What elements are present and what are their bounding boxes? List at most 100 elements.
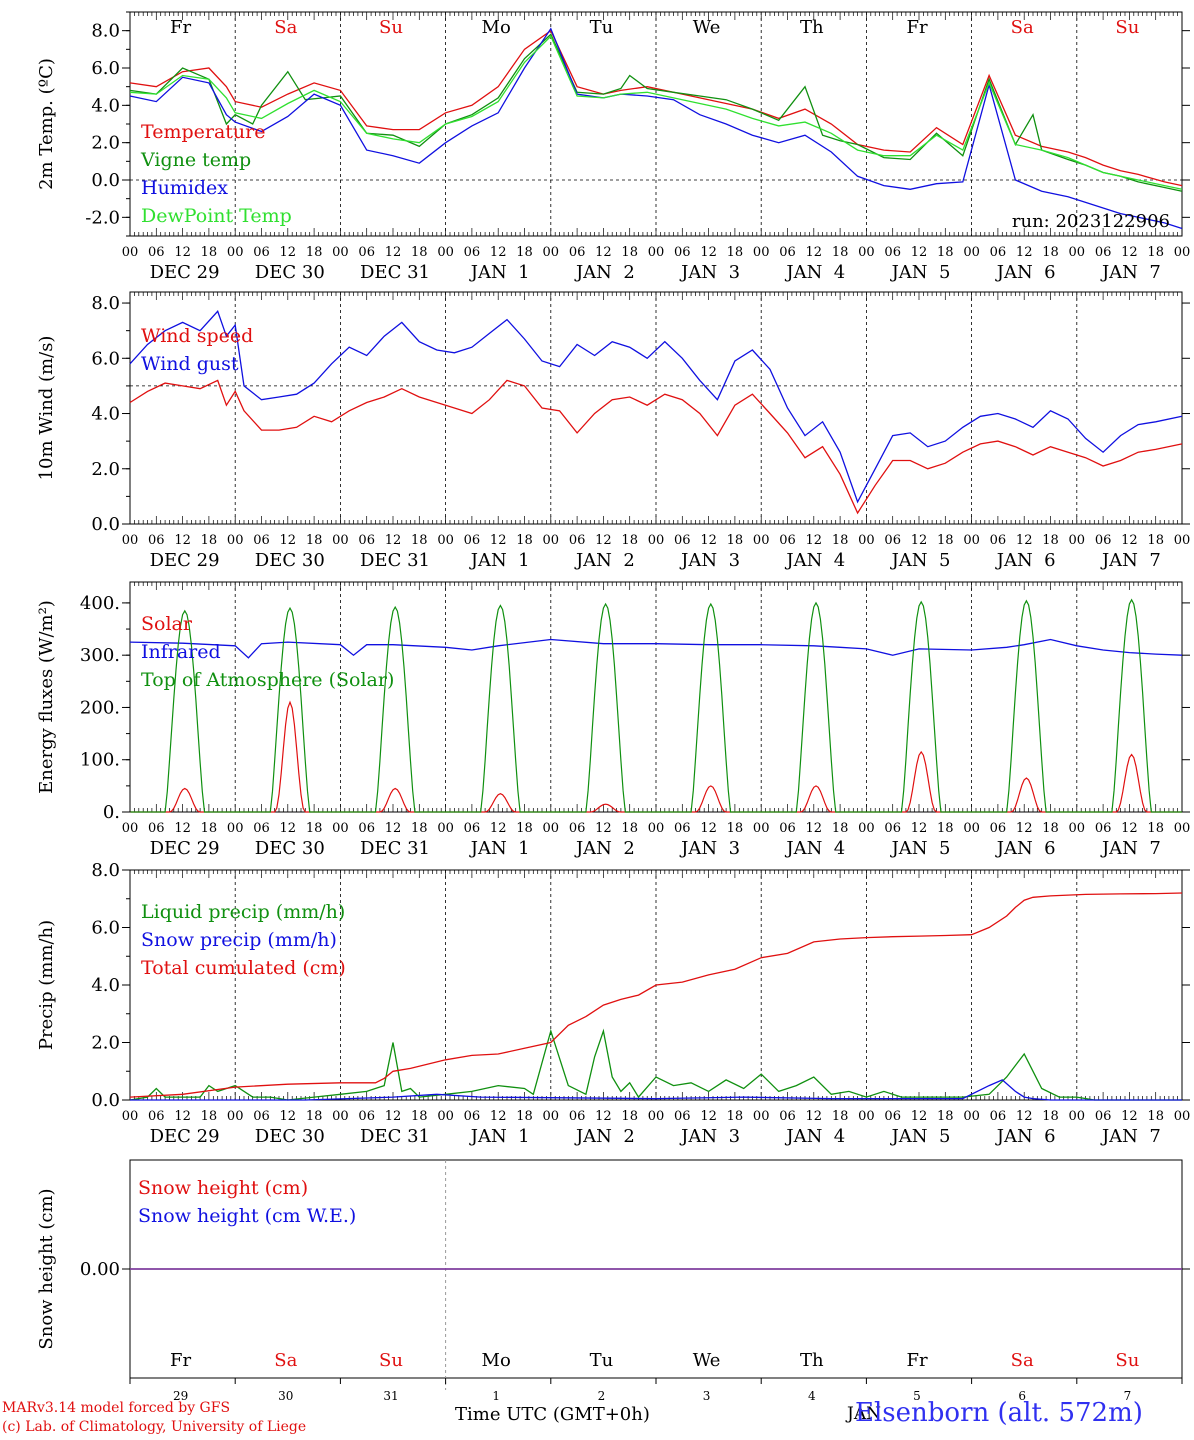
x-hour-label: 12: [700, 533, 717, 548]
x-hour-label: 12: [1121, 1109, 1138, 1124]
x-hour-label: 00: [332, 1109, 349, 1124]
day-number-label: 3: [703, 1389, 711, 1403]
x-hour-label: 18: [201, 821, 218, 836]
x-hour-label: 06: [990, 1109, 1007, 1124]
x-date-label: JAN 5: [890, 262, 951, 283]
x-hour-label: 12: [1121, 245, 1138, 260]
day-name-label: Su: [1115, 17, 1139, 38]
x-hour-label: 18: [306, 821, 323, 836]
x-hour-label: 00: [1069, 1109, 1086, 1124]
x-hour-label: 00: [122, 821, 139, 836]
x-hour-label: 18: [1147, 821, 1164, 836]
day-name-label: Th: [800, 1350, 824, 1371]
x-date-label: JAN 3: [679, 838, 740, 859]
y-axis-label: Energy fluxes (W/m²): [36, 600, 57, 794]
day-name-label: Mo: [482, 1350, 511, 1371]
x-hour-label: 12: [911, 245, 928, 260]
x-hour-label: 18: [411, 821, 428, 836]
day-number-label: 5: [913, 1389, 921, 1403]
series-line-1-0: [129, 379, 1183, 515]
x-date-label: JAN 4: [784, 550, 845, 571]
x-date-label: DEC 31: [360, 262, 430, 283]
x-hour-label: 00: [963, 1109, 980, 1124]
x-hour-label: 00: [437, 821, 454, 836]
x-hour-label: 12: [385, 821, 402, 836]
x-hour-label: 18: [411, 245, 428, 260]
x-tick-marks: [129, 292, 1183, 524]
day-number-label: 7: [1124, 1389, 1132, 1403]
x-hour-label: 06: [990, 821, 1007, 836]
y-tick-label: 8.0: [91, 860, 120, 881]
x-date-label: JAN 4: [784, 1126, 845, 1147]
legend-entry: Solar: [141, 613, 193, 635]
y-tick-label: 8.0: [91, 21, 120, 42]
x-date-label: JAN 1: [469, 550, 530, 571]
x-hour-label: 06: [253, 533, 270, 548]
x-tick-marks: [129, 12, 1183, 236]
x-date-label: JAN 3: [679, 262, 740, 283]
legend-entry: Top of Atmosphere (Solar): [141, 669, 394, 691]
station-label: Elsenborn (alt. 572m): [855, 1398, 1143, 1428]
x-hour-label: 00: [858, 533, 875, 548]
x-hour-label: 00: [858, 821, 875, 836]
x-hour-label: 12: [1121, 533, 1138, 548]
x-hour-label: 00: [648, 533, 665, 548]
x-hour-label: 18: [937, 533, 954, 548]
x-date-label: JAN 3: [679, 1126, 740, 1147]
day-name-label: Fr: [906, 17, 927, 38]
legend-entry: Snow height (cm W.E.): [138, 1205, 356, 1227]
x-hour-label: 00: [437, 245, 454, 260]
x-date-label: DEC 29: [150, 838, 220, 859]
x-hour-label: 00: [963, 821, 980, 836]
x-hour-label: 06: [1095, 245, 1112, 260]
series-line-0-1: [129, 33, 1183, 192]
day-name-label: Sa: [1011, 17, 1034, 38]
legend-entry: Temperature: [141, 121, 265, 143]
x-hour-label: 12: [595, 533, 612, 548]
x-hour-label: 18: [306, 533, 323, 548]
x-hour-label: 00: [543, 533, 560, 548]
x-date-label: DEC 30: [255, 838, 325, 859]
day-name-label: Sa: [1011, 1350, 1034, 1371]
day-name-label: Fr: [170, 1350, 191, 1371]
x-hour-label: 12: [280, 245, 297, 260]
x-hour-label: 06: [674, 821, 691, 836]
x-hour-label: 06: [253, 821, 270, 836]
x-tick-marks: [129, 582, 1183, 812]
x-hour-label: 00: [332, 245, 349, 260]
x-date-label: DEC 30: [255, 262, 325, 283]
x-hour-label: 06: [674, 245, 691, 260]
x-date-label: JAN 2: [574, 838, 635, 859]
x-hour-label: 12: [595, 1109, 612, 1124]
x-hour-label: 18: [201, 245, 218, 260]
y-tick-label: 2.0: [91, 1033, 120, 1054]
x-hour-label: 18: [201, 1109, 218, 1124]
x-hour-label: 18: [1042, 533, 1059, 548]
x-hour-label: 12: [174, 245, 191, 260]
day-name-label: Tu: [590, 1350, 614, 1371]
legend-entry: Wind speed: [141, 325, 253, 347]
x-hour-label: 18: [1042, 821, 1059, 836]
x-hour-label: 18: [727, 821, 744, 836]
x-date-label: JAN 7: [1100, 1126, 1161, 1147]
x-date-label: DEC 29: [150, 262, 220, 283]
x-hour-label: 00: [1174, 1109, 1191, 1124]
day-number-label: 2: [598, 1389, 606, 1403]
series-line-3-1: [130, 1079, 1182, 1101]
day-name-label: Mo: [482, 17, 511, 38]
x-hour-label: 06: [779, 533, 796, 548]
x-hour-label: 00: [753, 533, 770, 548]
x-hour-label: 06: [1095, 1109, 1112, 1124]
x-hour-label: 00: [1069, 533, 1086, 548]
series-line-3-0: [129, 1028, 1182, 1101]
day-number-label: 1: [492, 1389, 500, 1403]
x-hour-label: 06: [884, 245, 901, 260]
x-date-label: JAN 6: [995, 838, 1056, 859]
x-hour-label: 00: [122, 533, 139, 548]
x-date-label: DEC 29: [150, 550, 220, 571]
x-date-label: DEC 31: [360, 838, 430, 859]
x-hour-label: 00: [437, 533, 454, 548]
x-date-label: JAN 7: [1100, 262, 1161, 283]
legend-entry: Snow height (cm): [138, 1177, 308, 1199]
